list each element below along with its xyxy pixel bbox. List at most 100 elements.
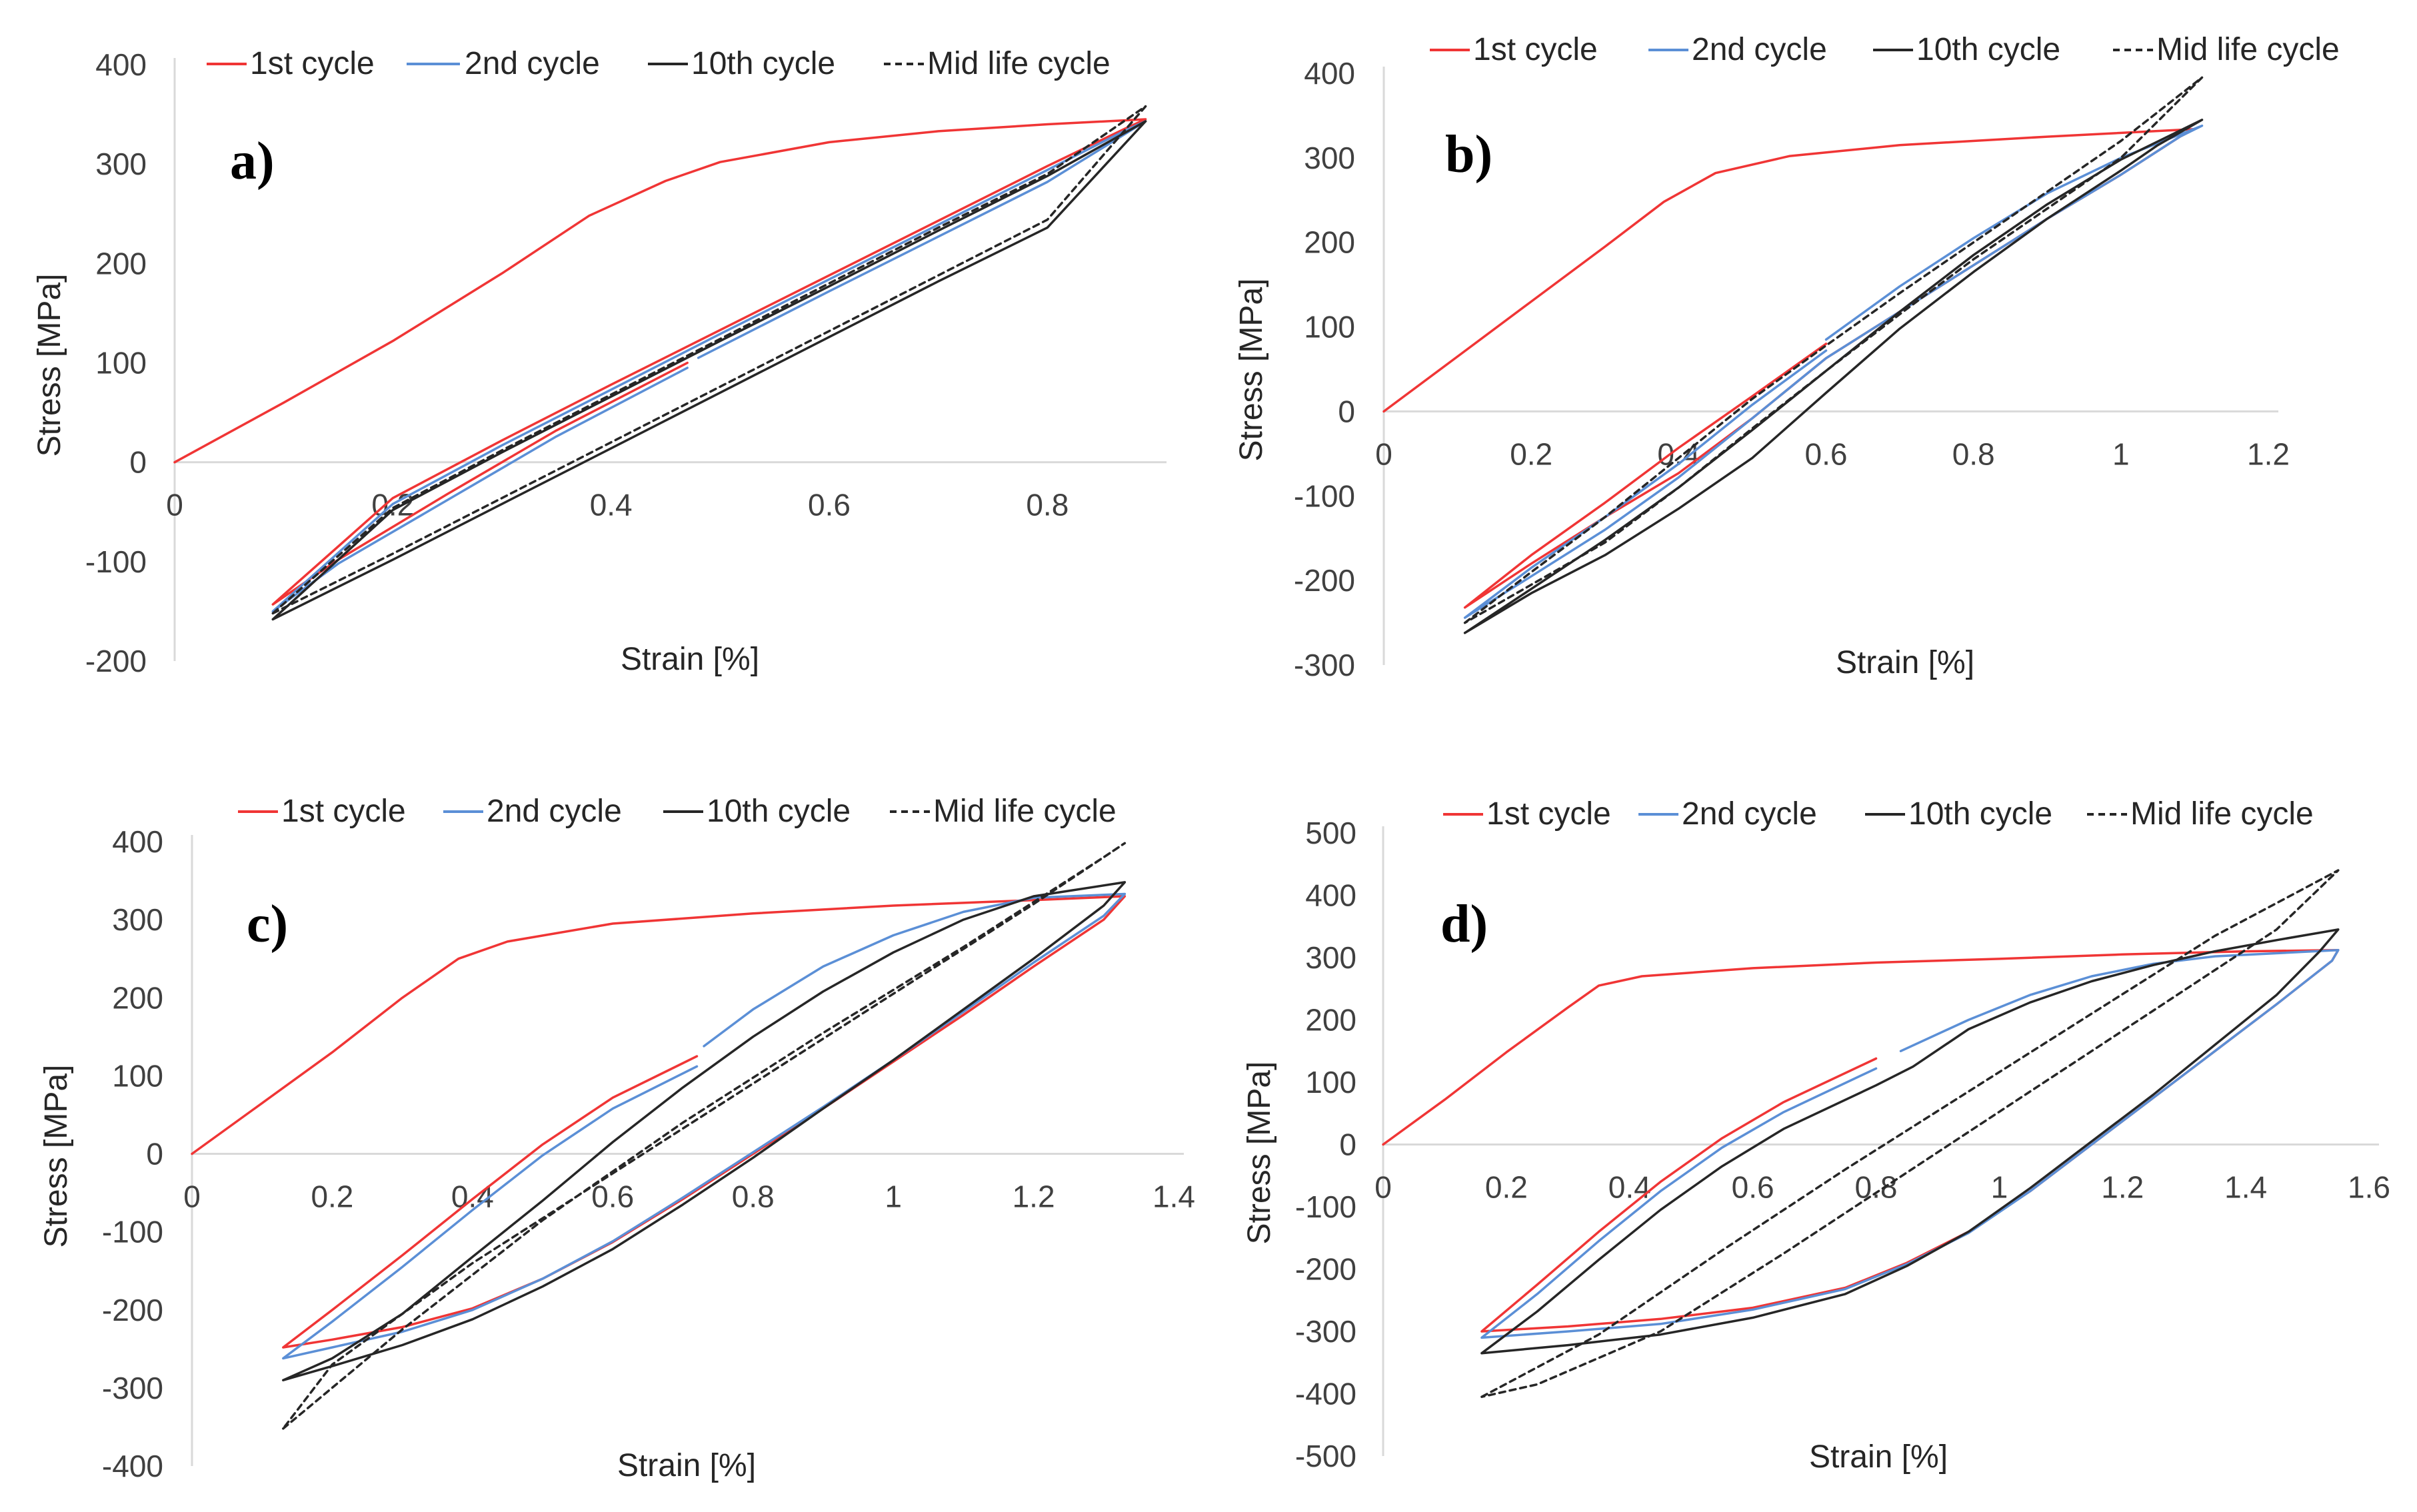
- plot-area: 500 400 300 200 100 0 -100 -200 -300 -400 -500 0 0.2…: [1295, 816, 2390, 1473]
- y-tick-label: -200: [102, 1293, 163, 1327]
- series-1st-cycle: [1382, 949, 2340, 1333]
- series-2nd-cycle: [282, 892, 1127, 1360]
- x-tick-label: 0.2: [311, 1179, 353, 1214]
- legend: 1st cycle 2nd cycle 10th cycle Mid life …: [1430, 32, 2340, 67]
- x-tick-label: 0.2: [1485, 1170, 1528, 1205]
- y-tick-label: 0: [146, 1137, 163, 1171]
- x-tick-label: 0.4: [590, 488, 633, 522]
- chart-panel-a: 1st cycle 2nd cycle 10th cycle Mid life …: [0, 0, 1208, 740]
- y-tick-label: -300: [1295, 1314, 1356, 1349]
- x-tick-label: 0: [166, 488, 183, 522]
- x-tick-label: 0.2: [1510, 436, 1552, 471]
- legend-label-2nd-cycle: 2nd cycle: [1692, 32, 1827, 67]
- legend-label-2nd-cycle: 2nd cycle: [465, 46, 600, 81]
- panel-letter: c): [247, 895, 288, 954]
- legend-label-mid-life-cycle: Mid life cycle: [2130, 796, 2314, 832]
- x-tick-label: 0.6: [1805, 436, 1848, 471]
- legend-label-10th-cycle: 10th cycle: [707, 794, 851, 829]
- y-tick-label: 100: [1305, 1065, 1356, 1100]
- y-tick-label: 100: [95, 346, 147, 380]
- plot-area: 400 300 200 100 0 -100 -200 -300 -400 0 0.2 0.4 0.6 0…: [102, 824, 1195, 1483]
- legend-label-10th-cycle: 10th cycle: [1908, 796, 2052, 832]
- panel-letter: a): [230, 132, 275, 191]
- y-tick-label: -300: [102, 1371, 163, 1405]
- x-tick-label: 0.8: [1952, 436, 1995, 471]
- x-tick-label: 0: [1375, 436, 1392, 471]
- legend: 1st cycle 2nd cycle 10th cycle Mid life …: [238, 794, 1117, 829]
- y-tick-label: -200: [1294, 563, 1355, 598]
- x-tick-label: 0.6: [1732, 1170, 1774, 1205]
- series-2nd-cycle: [1463, 124, 2204, 619]
- y-tick-label: -400: [102, 1449, 163, 1483]
- x-tick-label: 0.4: [1608, 1170, 1651, 1205]
- y-tick-label: -200: [85, 644, 147, 678]
- x-tick-label: 0.8: [1855, 1170, 1898, 1205]
- panel-letter: d): [1440, 895, 1488, 954]
- y-tick-label: 400: [1304, 56, 1355, 91]
- y-tick-label: 100: [112, 1058, 163, 1093]
- y-tick-label: 500: [1305, 816, 1356, 850]
- legend-label-2nd-cycle: 2nd cycle: [487, 794, 622, 829]
- x-tick-label: 0.8: [1026, 488, 1069, 522]
- chart-svg-a: 1st cycle 2nd cycle 10th cycle Mid life …: [32, 46, 1167, 678]
- chart-svg-d: 1st cycle 2nd cycle 10th cycle Mid life …: [1242, 796, 2390, 1475]
- legend: 1st cycle 2nd cycle 10th cycle Mid life …: [1443, 796, 2314, 832]
- x-tick-label: 0.4: [451, 1179, 494, 1214]
- x-tick-label: 0.6: [808, 488, 851, 522]
- x-tick-label: 1.4: [1153, 1179, 1195, 1214]
- y-axis-title: Stress [MPa]: [1234, 279, 1269, 462]
- chart-svg-c: 1st cycle 2nd cycle 10th cycle Mid life …: [39, 794, 1195, 1483]
- legend-label-1st-cycle: 1st cycle: [1486, 796, 1611, 832]
- x-tick-label: 1.2: [1013, 1179, 1055, 1214]
- y-tick-label: -300: [1294, 648, 1355, 682]
- y-tick-label: 300: [112, 902, 163, 937]
- y-axis-title: Stress [MPa]: [32, 274, 67, 457]
- y-tick-label: 0: [1339, 1128, 1356, 1162]
- y-tick-label: -400: [1295, 1377, 1356, 1411]
- x-tick-label: 1: [1991, 1170, 2008, 1205]
- x-axis-title: Strain [%]: [621, 642, 759, 677]
- y-tick-label: 200: [95, 246, 147, 281]
- x-tick-label: 1: [2112, 436, 2130, 471]
- x-tick-label: 1.2: [2101, 1170, 2144, 1205]
- panel-letter: b): [1445, 125, 1492, 184]
- series-1st-cycle: [191, 895, 1127, 1349]
- x-tick-label: 0.6: [591, 1179, 634, 1214]
- x-axis-title: Strain [%]: [617, 1448, 756, 1483]
- x-tick-label: 0: [183, 1179, 201, 1214]
- y-tick-label: -100: [1294, 478, 1355, 513]
- y-tick-label: 200: [1304, 225, 1355, 260]
- series-10th-cycle: [1480, 928, 2340, 1355]
- chart-svg-b: 1st cycle 2nd cycle 10th cycle Mid life …: [1234, 32, 2340, 682]
- y-axis-title: Stress [MPa]: [1242, 1062, 1277, 1245]
- y-tick-label: 400: [95, 47, 147, 82]
- y-axis-title: Stress [MPa]: [39, 1065, 74, 1248]
- y-tick-label: 300: [1305, 940, 1356, 975]
- legend-label-1st-cycle: 1st cycle: [250, 46, 375, 81]
- x-tick-label: 1: [885, 1179, 902, 1214]
- legend-label-10th-cycle: 10th cycle: [691, 46, 835, 81]
- y-tick-label: -100: [85, 544, 147, 579]
- x-axis-title: Strain [%]: [1836, 645, 1974, 680]
- x-tick-label: 0: [1374, 1170, 1392, 1205]
- y-tick-label: -100: [1295, 1189, 1356, 1224]
- series-10th-cycle: [1463, 119, 2204, 634]
- chart-panel-c: 1st cycle 2nd cycle 10th cycle Mid life …: [0, 753, 1208, 1512]
- chart-panel-b: 1st cycle 2nd cycle 10th cycle Mid life …: [1208, 0, 2417, 740]
- y-tick-label: 200: [112, 980, 163, 1015]
- y-tick-label: -100: [102, 1215, 163, 1249]
- series-1st-cycle: [173, 118, 1147, 606]
- legend-label-1st-cycle: 1st cycle: [1473, 32, 1598, 67]
- x-axis-title: Strain [%]: [1809, 1439, 1948, 1475]
- legend: 1st cycle 2nd cycle 10th cycle Mid life …: [207, 46, 1111, 81]
- y-tick-label: 400: [112, 824, 163, 859]
- y-tick-label: 0: [1338, 394, 1355, 428]
- series-2nd-cycle: [271, 120, 1147, 613]
- y-tick-label: -200: [1295, 1252, 1356, 1287]
- y-tick-label: 200: [1305, 1003, 1356, 1038]
- y-tick-label: -500: [1295, 1439, 1356, 1473]
- series-10th-cycle: [282, 881, 1127, 1381]
- y-tick-label: 400: [1305, 878, 1356, 913]
- legend-label-10th-cycle: 10th cycle: [1916, 32, 2060, 67]
